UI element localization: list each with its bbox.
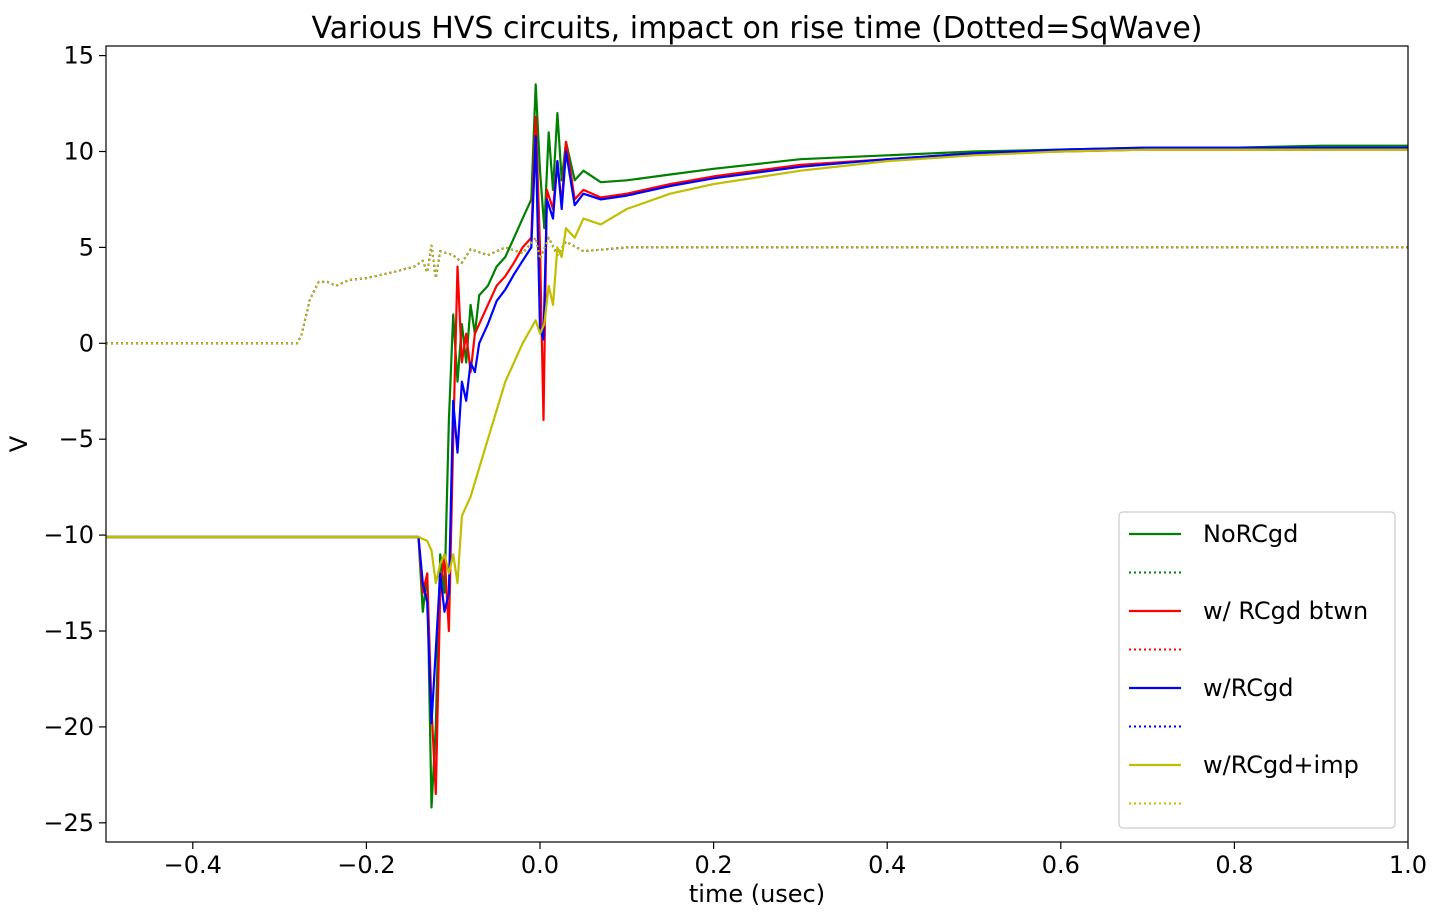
plot-lines [106, 83, 1408, 809]
x-tick-label: 0.8 [1215, 851, 1253, 879]
y-tick-label: −15 [43, 617, 94, 645]
series-line-7 [106, 236, 1408, 345]
y-tick-label: −20 [43, 713, 94, 741]
x-axis-label: time (usec) [689, 880, 825, 908]
y-tick-label: −10 [43, 521, 94, 549]
x-tick-label: −0.2 [337, 851, 395, 879]
y-tick-label: 10 [63, 137, 94, 165]
legend: NoRCgd w/ RCgd btwn w/RCgd w/RCgd+imp [1118, 511, 1396, 829]
legend-label-0: NoRCgd [1203, 520, 1298, 548]
series-line-4 [106, 135, 1408, 725]
legend-label-6: w/RCgd+imp [1203, 751, 1359, 779]
y-axis-ticks: 15 10 5 0 −5 −10 −15 −20 −25 [43, 42, 106, 837]
x-tick-label: 0.2 [695, 851, 733, 879]
y-tick-label: −5 [59, 425, 94, 453]
x-tick-label: −0.4 [164, 851, 222, 879]
chart-title: Various HVS circuits, impact on rise tim… [312, 11, 1203, 46]
legend-label-4: w/RCgd [1203, 674, 1293, 702]
x-tick-label: 0.6 [1042, 851, 1080, 879]
y-axis-label: V [5, 435, 33, 452]
legend-box [1118, 511, 1396, 829]
x-tick-label: 0.0 [521, 851, 559, 879]
y-tick-label: 15 [63, 42, 94, 70]
x-tick-label: 1.0 [1389, 851, 1427, 879]
plot-frame [105, 45, 1409, 843]
y-tick-label: −25 [43, 809, 94, 837]
series-line-6 [106, 148, 1408, 585]
x-tick-label: 0.4 [868, 851, 906, 879]
y-tick-label: 0 [79, 329, 94, 357]
x-axis-ticks: −0.4 −0.2 0.0 0.2 0.4 0.6 0.8 1.0 [164, 842, 1427, 879]
y-tick-label: 5 [79, 233, 94, 261]
legend-label-2: w/ RCgd btwn [1203, 597, 1368, 625]
